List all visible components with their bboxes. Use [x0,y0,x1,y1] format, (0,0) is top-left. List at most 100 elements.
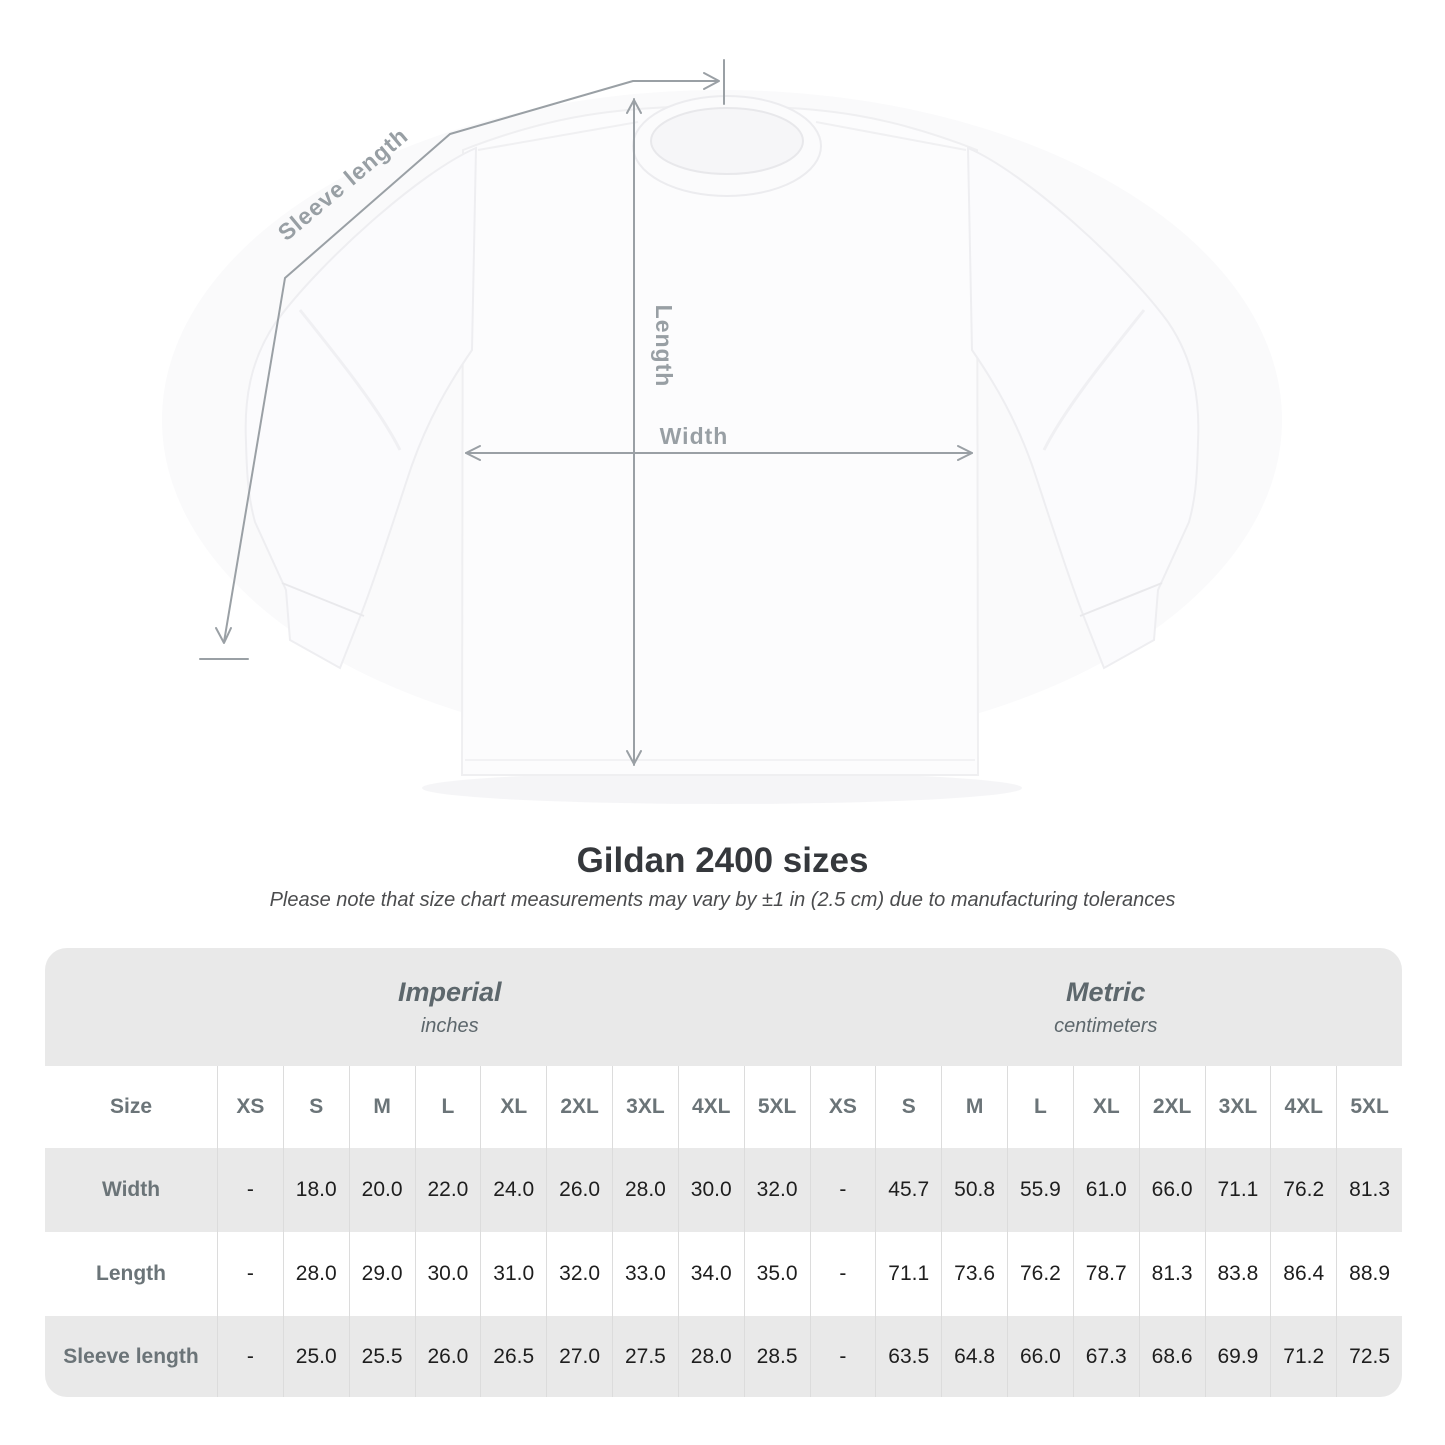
length-imperial-s: 28.0 [282,1232,349,1316]
size-col-imperial-xl: XL [480,1066,547,1148]
row-label-sleeve-length: Sleeve length [63,1344,199,1368]
length-imperial-4xl: 34.0 [677,1232,744,1316]
length-metric-m: 73.6 [941,1232,1007,1316]
sleeve-imperial-3xl: 27.5 [612,1316,678,1397]
unit-header-imperial: Imperial inches [45,948,810,1066]
collar-opening [650,107,804,175]
length-imperial-5xl: 35.0 [743,1232,810,1316]
width-metric-xl: 61.0 [1072,1148,1139,1232]
length-metric-xs: - [809,1232,876,1316]
width-imperial-3xl: 28.0 [612,1148,678,1232]
width-metric-5xl: 81.3 [1336,1148,1402,1232]
row-label-length: Length [45,1232,217,1316]
sleeve-metric-3xl: 69.9 [1204,1316,1271,1397]
size-col-metric-m: M [941,1066,1007,1148]
width-imperial-l: 22.0 [414,1148,481,1232]
size-col-metric-s: S [875,1066,942,1148]
right-cuff-seam [1079,582,1163,617]
imperial-name: Imperial [397,976,502,1007]
shoulder-seam-right [815,121,967,151]
length-metric-3xl: 83.8 [1204,1232,1271,1316]
imperial-unit: inches [420,1014,479,1037]
size-col-imperial-3xl: 3XL [612,1066,678,1148]
size-col-imperial-5xl: 5XL [743,1066,810,1148]
size-header-label: Size [45,1066,217,1148]
length-metric-4xl: 86.4 [1270,1232,1337,1316]
sleeve-imperial-2xl: 27.0 [546,1316,612,1397]
length-imperial-m: 29.0 [348,1232,415,1316]
length-arrow-down [626,750,642,765]
row-label-width: Width [101,1178,161,1201]
shirt-right-sleeve [966,146,1200,670]
width-arrow-left [465,445,481,461]
width-metric-s: 45.7 [875,1148,941,1232]
length-imperial-xs: - [217,1232,283,1316]
length-metric-xl: 78.7 [1072,1232,1139,1316]
sleeve-metric-m: 64.8 [941,1316,1007,1397]
sleeve-imperial-xl: 26.5 [480,1316,546,1397]
sleeve-metric-s: 63.5 [875,1316,941,1397]
sleeve-length-arrow-down [215,627,232,644]
unit-header-metric: Metric centimeters [810,948,1403,1066]
metric-unit: centimeters [1054,1014,1158,1037]
length-imperial-3xl: 33.0 [612,1232,678,1316]
left-sleeve-fold [298,309,402,451]
size-col-imperial-s: S [282,1066,349,1148]
size-col-metric-l: L [1007,1066,1073,1148]
width-metric-4xl: 76.2 [1270,1148,1336,1232]
length-imperial-2xl: 32.0 [546,1232,612,1316]
left-cuff-seam [281,582,365,617]
width-imperial-xs: - [217,1148,283,1232]
sleeve-length-arrow-right [703,72,720,90]
size-col-metric-xs: XS [809,1066,876,1148]
heading-block: Gildan 2400 sizes Please note that size … [0,841,1445,912]
width-metric-2xl: 66.0 [1138,1148,1205,1232]
width-imperial-xl: 24.0 [480,1148,546,1232]
size-col-imperial-2xl: 2XL [546,1066,612,1148]
width-metric-3xl: 71.1 [1204,1148,1271,1232]
length-label: Length [651,305,677,388]
size-col-metric-3xl: 3XL [1204,1066,1271,1148]
right-sleeve-fold [1042,309,1146,451]
sleeve-imperial-5xl: 28.5 [743,1316,810,1397]
length-metric-2xl: 81.3 [1138,1232,1205,1316]
sleeve-metric-2xl: 68.6 [1138,1316,1205,1397]
width-metric-xs: - [809,1148,876,1232]
width-metric-m: 50.8 [941,1148,1007,1232]
width-label: Width [660,423,729,449]
width-imperial-2xl: 26.0 [546,1148,612,1232]
sleeve-imperial-4xl: 28.0 [677,1316,744,1397]
size-col-metric-2xl: 2XL [1138,1066,1205,1148]
shoulder-seam-left [477,121,639,151]
length-imperial-l: 30.0 [414,1232,481,1316]
tolerance-note: Please note that size chart measurements… [269,889,1176,911]
sleeve-metric-xs: - [809,1316,876,1397]
sleeve-imperial-m: 25.5 [348,1316,415,1397]
length-metric-5xl: 88.9 [1336,1232,1402,1316]
size-col-imperial-4xl: 4XL [677,1066,744,1148]
length-imperial-xl: 31.0 [480,1232,547,1316]
sleeve-metric-5xl: 72.5 [1336,1316,1402,1397]
width-imperial-m: 20.0 [348,1148,415,1232]
size-chart-table: Imperial inches Metric centimeters Size … [45,948,1402,1397]
shirt-shadow [422,772,1022,804]
width-imperial-5xl: 32.0 [743,1148,810,1232]
shirt-measurement-diagram: Sleeve length Length Width [199,59,1200,804]
size-col-metric-4xl: 4XL [1270,1066,1337,1148]
metric-name: Metric [1065,976,1146,1007]
width-metric-l: 55.9 [1007,1148,1073,1232]
size-col-imperial-m: M [348,1066,415,1148]
width-arrow-right [957,445,973,461]
sleeve-metric-l: 66.0 [1007,1316,1073,1397]
width-imperial-s: 18.0 [282,1148,349,1232]
width-imperial-4xl: 30.0 [677,1148,744,1232]
size-col-imperial-l: L [414,1066,481,1148]
sleeve-imperial-l: 26.0 [414,1316,481,1397]
length-arrow-up [626,99,642,114]
sleeve-length-line [223,80,719,643]
sleeve-metric-4xl: 71.2 [1270,1316,1336,1397]
page-title: Gildan 2400 sizes [576,841,869,880]
size-col-metric-xl: XL [1072,1066,1139,1148]
sleeve-imperial-xs: - [217,1316,283,1397]
